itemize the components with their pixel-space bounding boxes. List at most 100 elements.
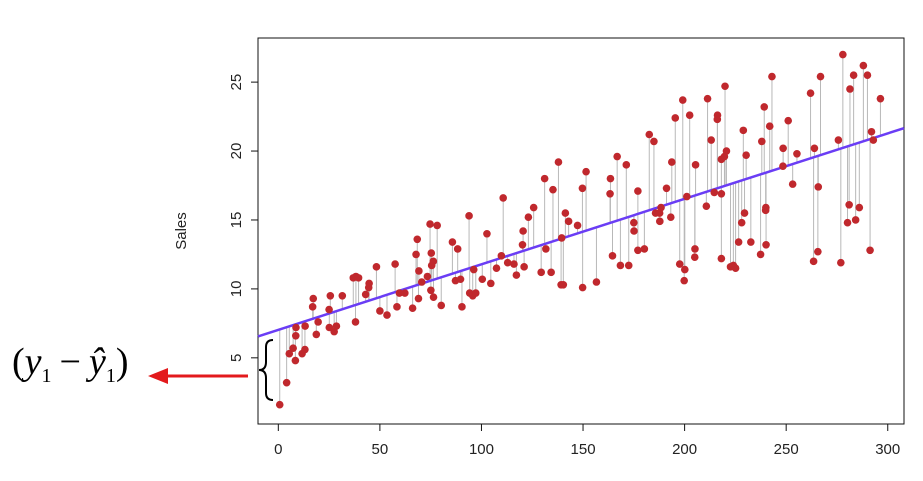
data-point (582, 167, 590, 176)
data-point (784, 116, 793, 125)
data-point (326, 291, 335, 300)
data-point (524, 213, 533, 222)
data-point (634, 246, 642, 255)
data-point (291, 331, 300, 340)
formula-close-paren: ) (115, 341, 129, 383)
data-point (765, 122, 774, 131)
data-point (834, 136, 843, 144)
data-point (325, 305, 333, 314)
formula-minus: − (59, 341, 81, 383)
data-point (312, 330, 321, 339)
data-point (691, 161, 700, 169)
data-point (845, 201, 853, 209)
data-point (710, 188, 719, 197)
data-point (453, 245, 462, 253)
data-point (492, 264, 501, 273)
data-point (869, 136, 878, 144)
data-point (417, 278, 426, 286)
residual-brace (258, 339, 274, 401)
x-tick-label: 300 (875, 441, 900, 458)
x-tick-label: 50 (372, 441, 389, 458)
data-point (859, 61, 868, 70)
x-axis: 0 50 100 150 200 250 300 (274, 424, 900, 458)
data-point (760, 103, 769, 111)
y-axis: 5 10 15 20 25 (228, 74, 258, 362)
data-point (742, 151, 750, 159)
y-tick-label: 10 (228, 281, 245, 298)
data-point (542, 245, 550, 253)
data-point (469, 265, 478, 274)
data-point (426, 220, 434, 228)
data-point (606, 174, 615, 183)
data-point (768, 72, 776, 81)
data-point (301, 345, 309, 354)
data-point-highlighted (275, 400, 284, 409)
data-point (520, 263, 528, 271)
data-points (275, 50, 885, 409)
data-point (471, 289, 480, 297)
data-point (429, 293, 438, 301)
data-point (429, 257, 438, 266)
data-point (762, 203, 770, 212)
formula-y-hat: ŷ (88, 341, 106, 383)
data-point (540, 174, 549, 183)
data-point (650, 137, 658, 146)
data-point (414, 294, 423, 303)
data-point (747, 238, 755, 246)
data-point (578, 283, 587, 292)
data-point (713, 111, 722, 119)
data-point (351, 318, 360, 326)
data-point (292, 323, 300, 332)
y-axis-title: Sales (173, 212, 190, 250)
data-point (537, 268, 545, 277)
data-point (483, 229, 491, 238)
data-point (634, 187, 642, 195)
data-point (843, 218, 852, 227)
data-point (557, 234, 566, 242)
y-tick-label: 25 (228, 74, 245, 91)
y-tick-label: 20 (228, 143, 245, 160)
data-point (866, 246, 874, 255)
data-point (690, 253, 699, 261)
data-point (779, 144, 787, 153)
data-point (395, 289, 404, 297)
data-point (289, 344, 297, 352)
data-point (671, 114, 680, 122)
data-point (427, 249, 436, 257)
regression-line (257, 126, 905, 338)
data-point (415, 267, 423, 275)
data-point (365, 279, 373, 288)
data-point (863, 71, 872, 80)
data-point (499, 194, 507, 202)
data-point (608, 252, 617, 260)
data-point (291, 356, 300, 365)
data-point (433, 221, 441, 230)
data-point (478, 275, 487, 284)
data-point (391, 260, 399, 268)
data-point (458, 303, 466, 311)
data-point (809, 257, 818, 266)
annotation-arrow-head (148, 368, 168, 384)
data-point (640, 245, 649, 253)
data-point (839, 50, 847, 59)
data-point (846, 85, 854, 93)
data-point (666, 213, 675, 222)
data-point (361, 290, 370, 299)
data-point (734, 238, 743, 246)
plot-frame (257, 37, 905, 425)
residual-formula: (y1− ŷ1) (12, 343, 129, 386)
data-point (408, 304, 417, 313)
data-point (740, 209, 749, 217)
data-point (721, 82, 729, 91)
data-point (549, 185, 557, 194)
data-point (788, 180, 797, 188)
data-point (383, 311, 391, 319)
data-point (354, 274, 363, 282)
data-point (685, 111, 694, 119)
x-tick-label: 200 (672, 441, 697, 458)
data-point (849, 71, 858, 80)
data-point (756, 250, 765, 259)
data-point (739, 126, 748, 135)
data-point (332, 322, 341, 330)
